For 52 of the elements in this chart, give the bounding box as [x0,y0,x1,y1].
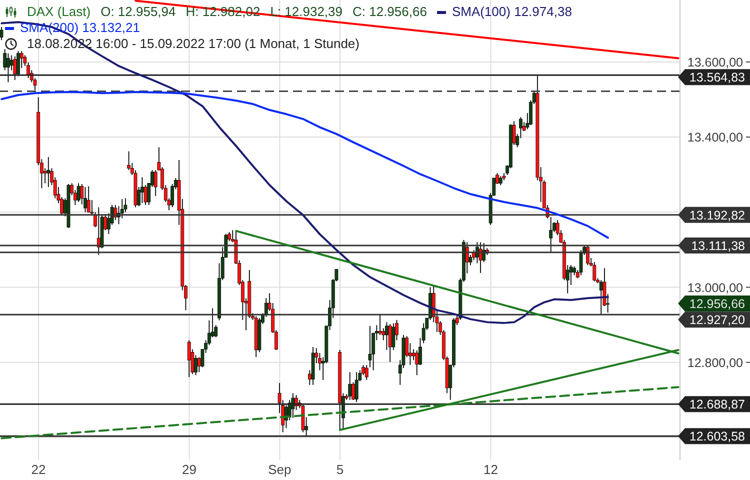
candlestick [194,354,198,376]
candlestick [76,182,80,202]
ref-line-label: 12.603,58 [689,430,746,444]
candlestick [572,266,576,276]
annotation: O: 12.955,94 [100,4,176,20]
text: 12.956,66 [689,297,746,312]
candlestick [498,176,502,186]
y-tick-label: 12.800,00 [687,356,744,370]
candlestick [46,156,50,188]
candlestick [388,324,392,362]
candlestick [385,322,388,350]
candlestick [354,372,358,403]
legend-label: SMA(100) 12.974,38 [452,4,572,20]
x-tick-label: 5 [336,462,344,477]
candlestick [378,313,382,336]
candlestick [127,150,130,171]
candlestick [579,250,583,276]
ref-line-label: 13.564,83 [689,70,746,85]
candlestick [599,280,603,316]
candlestick [592,262,596,282]
line-series [0,21,609,324]
candlestick [86,186,90,213]
x-tick-label: Sep [268,462,292,477]
candlestick [412,348,416,361]
candlestick [586,244,590,266]
x-tick-label: 22 [31,462,46,477]
candlestick [10,54,14,71]
x-tick-label: 29 [182,462,196,477]
ref-line-label: 13.111,38 [691,238,746,253]
x-tick-label: 12 [484,462,498,477]
candlestick [348,372,352,400]
candlestick [0,26,4,41]
candlestick [187,340,191,378]
candlestick [13,56,17,80]
chart-title: DAX (Last) [27,4,91,20]
candlestick [84,186,87,213]
candlestick [6,52,10,83]
ref-line-label: 12.688,87 [689,398,746,412]
ref-line-label: 13.192,82 [689,208,746,222]
candlestick [392,322,396,350]
candlestick [364,364,368,380]
candlestick [291,392,295,418]
candlestick [140,176,144,204]
candlestick [415,350,419,376]
y-tick-label: 13.400,00 [687,130,744,145]
y-tick-label: 13.600,00 [687,55,744,70]
y-tick-label: 13.000,00 [687,280,744,295]
ref-line-label: 12.927,20 [689,313,746,328]
annotation: C: 12.956,66 [352,4,427,20]
candlestick [368,325,372,368]
candlestick [478,242,482,274]
line-series [0,91,609,239]
